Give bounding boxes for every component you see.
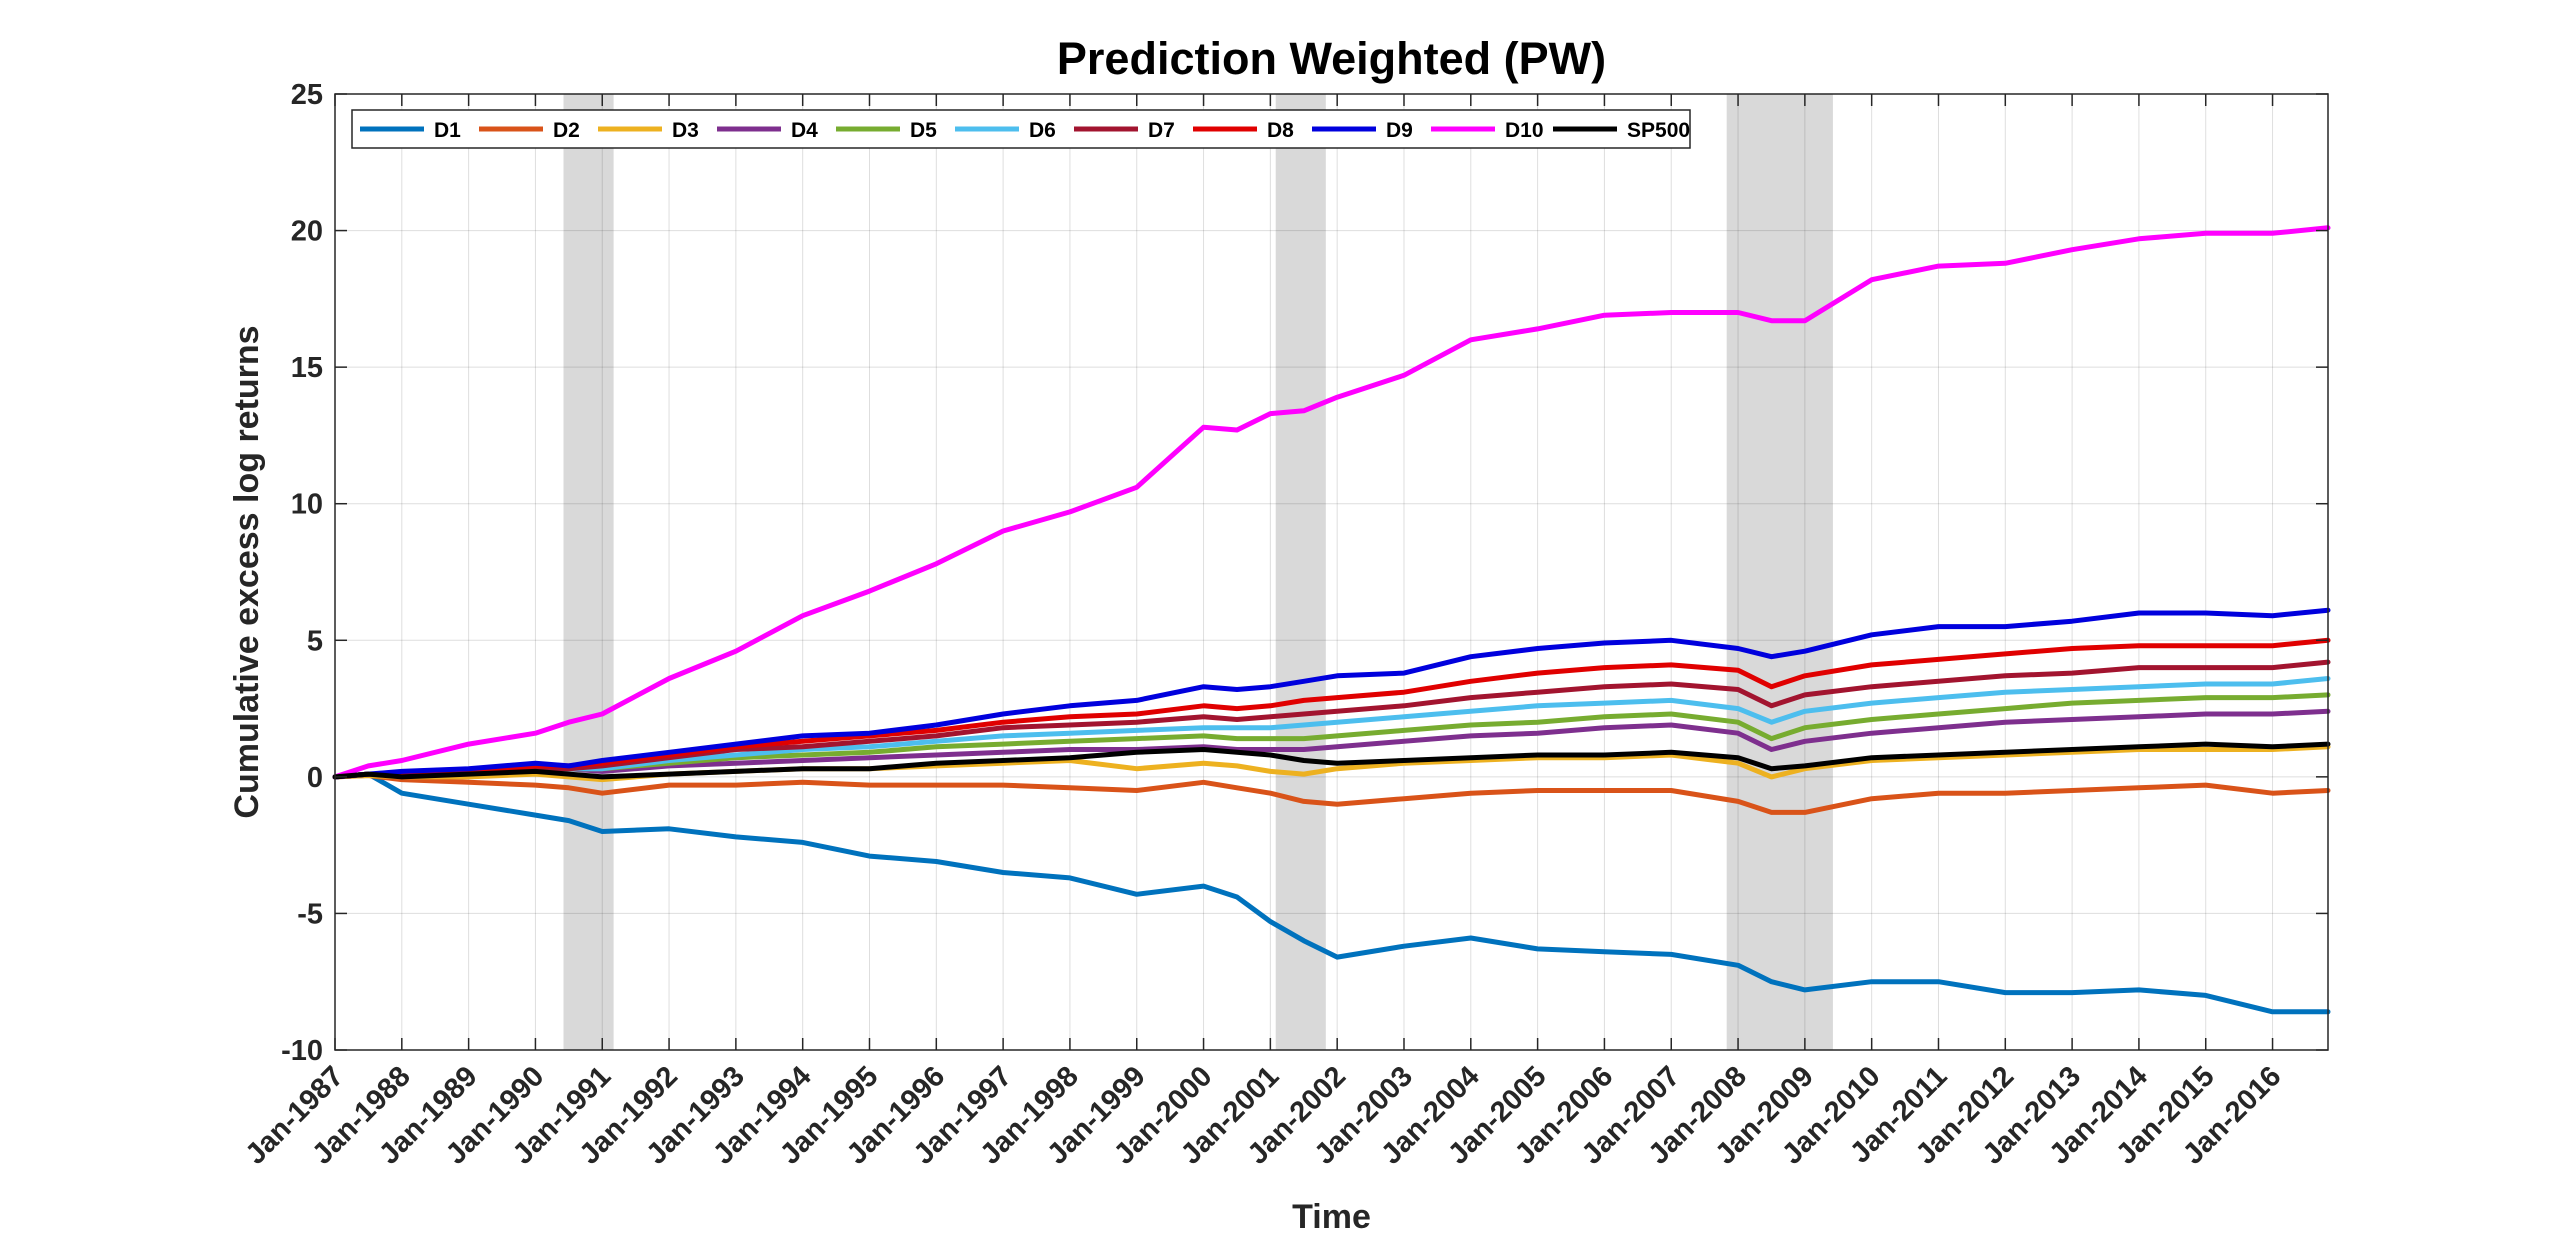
y-tick-label: 15 [291,352,323,384]
recession-bands [563,94,1833,1050]
y-tick-label: -5 [297,898,323,930]
y-tick-label: 25 [291,79,323,111]
y-tick-label: 5 [307,625,323,657]
series-line-d1 [332,771,2331,1015]
series-line-d3 [332,744,2331,783]
legend-label-d3: D3 [672,119,699,142]
legend-label-d7: D7 [1148,119,1175,142]
y-tick-label: 20 [291,216,323,248]
recession-band [1275,94,1326,1050]
y-tick-label: 10 [291,489,323,521]
legend-label-d6: D6 [1029,119,1056,142]
legend-label-d9: D9 [1386,119,1413,142]
legend-label-d1: D1 [434,119,461,142]
series-line-d9 [332,607,2331,780]
y-tick-label: -10 [281,1035,323,1067]
series-line-d7 [332,659,2331,780]
legend: D1 D2 D3 D4 D5 D6 D7 D8 D9 D10 SP500 [351,109,1691,149]
y-tick-label: 0 [307,762,323,794]
axes-box [334,93,2329,1051]
ticks [334,93,2328,1051]
legend-label-d2: D2 [553,119,580,142]
recession-band [563,94,614,1050]
legend-label-d10: D10 [1505,119,1544,142]
y-axis-label: Cumulative excess log returns [228,325,266,818]
recession-band [1726,94,1833,1050]
chart-title: Prediction Weighted (PW) [1057,33,1606,84]
series-line-d2 [332,773,2331,815]
legend-label-d5: D5 [910,119,937,142]
legend-label-sp500: SP500 [1627,119,1690,142]
legend-label-d4: D4 [791,119,818,142]
series-line-d10 [332,225,2331,780]
legend-label-d8: D8 [1267,119,1294,142]
series-lines [332,225,2331,1015]
x-axis-label: Time [1292,1198,1371,1231]
series-line-sp500 [332,741,2331,780]
